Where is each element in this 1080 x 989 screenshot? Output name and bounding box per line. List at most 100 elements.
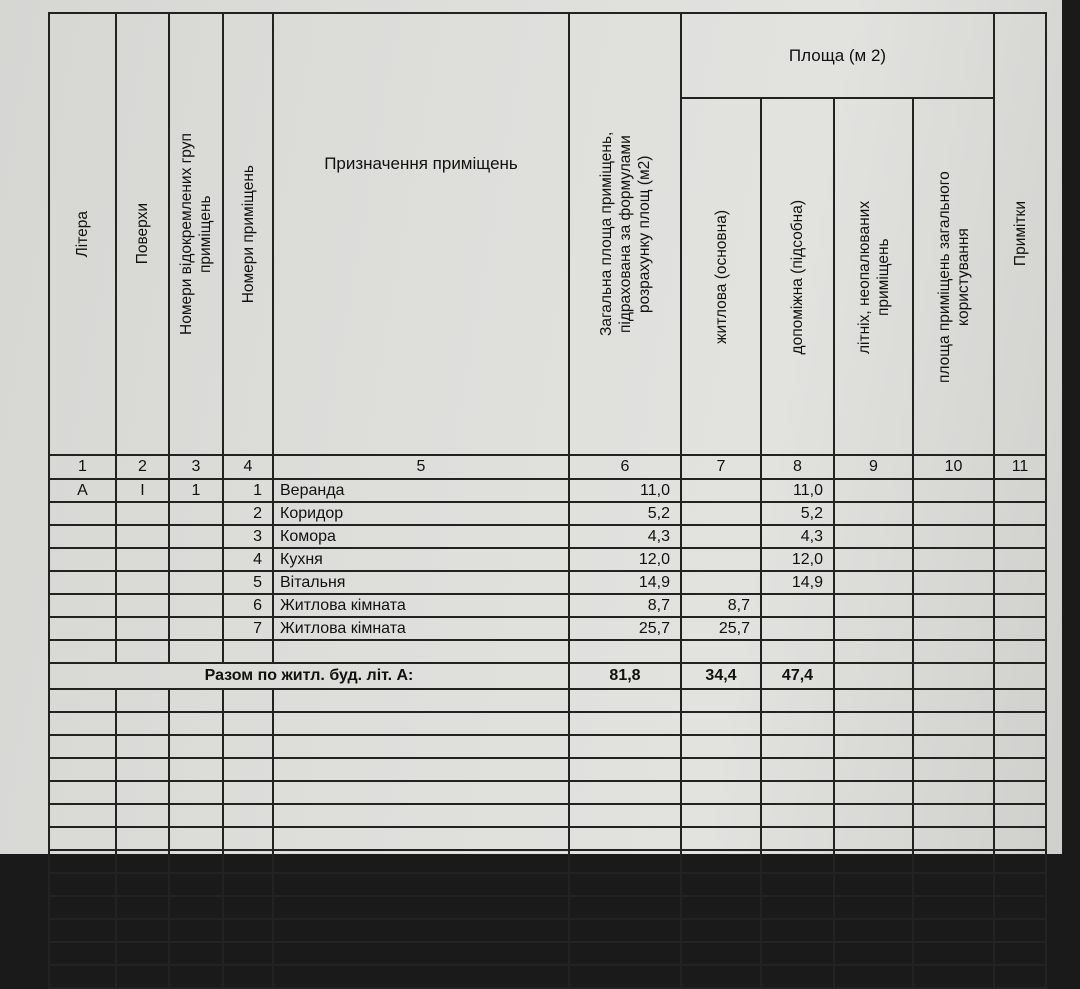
cell-empty bbox=[680, 918, 762, 943]
cell-empty bbox=[168, 639, 224, 664]
cell-empty bbox=[115, 711, 170, 736]
cell-floor bbox=[115, 501, 170, 526]
cell-empty bbox=[912, 688, 995, 713]
cell-litera bbox=[48, 570, 117, 595]
cell-empty bbox=[833, 639, 914, 664]
cell-empty bbox=[222, 895, 274, 920]
cell-empty bbox=[680, 780, 762, 805]
table-row: 7 Житлова кімната 25,7 25,7 bbox=[48, 616, 1047, 641]
cell-empty bbox=[115, 941, 170, 966]
cell-empty bbox=[568, 711, 682, 736]
cell-empty bbox=[993, 757, 1047, 782]
cell-empty bbox=[48, 964, 117, 989]
cell-empty bbox=[568, 918, 682, 943]
header-area-group: Площа (м 2) bbox=[680, 11, 995, 100]
cell-empty bbox=[48, 918, 117, 943]
header-purpose: Призначення приміщень bbox=[272, 12, 570, 456]
cell-empty bbox=[760, 780, 835, 805]
empty-row bbox=[48, 711, 1047, 736]
cell-empty bbox=[115, 803, 170, 828]
cell-empty bbox=[48, 780, 117, 805]
cell-empty bbox=[272, 711, 570, 736]
col-num: 7 bbox=[680, 454, 762, 480]
cell-aux: 11,0 bbox=[760, 478, 835, 503]
cell-empty bbox=[912, 478, 995, 503]
cell-empty bbox=[48, 711, 117, 736]
cell-empty bbox=[833, 593, 914, 618]
cell-empty bbox=[993, 964, 1047, 989]
cell-empty bbox=[222, 639, 274, 664]
empty-row bbox=[48, 734, 1047, 759]
table-row: 4 Кухня 12,0 12,0 bbox=[48, 547, 1047, 572]
cell-empty bbox=[115, 918, 170, 943]
cell-empty bbox=[168, 757, 224, 782]
cell-empty bbox=[912, 895, 995, 920]
room-area-table: Літера Поверхи Номери відокремлених груп… bbox=[48, 11, 1047, 989]
cell-name: Житлова кімната bbox=[272, 616, 570, 641]
cell-empty bbox=[568, 780, 682, 805]
col-num: 8 bbox=[760, 454, 835, 480]
cell-empty bbox=[115, 849, 170, 874]
cell-empty bbox=[912, 501, 995, 526]
table-row: 6 Житлова кімната 8,7 8,7 bbox=[48, 593, 1047, 618]
col-num: 1 bbox=[48, 454, 117, 480]
cell-no: 2 bbox=[222, 501, 274, 526]
cell-empty bbox=[760, 711, 835, 736]
cell-empty bbox=[680, 895, 762, 920]
cell-empty bbox=[168, 895, 224, 920]
cell-empty bbox=[833, 524, 914, 549]
cell-empty bbox=[993, 711, 1047, 736]
cell-empty bbox=[912, 849, 995, 874]
cell-empty bbox=[760, 757, 835, 782]
cell-total: 12,0 bbox=[568, 547, 682, 572]
cell-empty bbox=[680, 711, 762, 736]
cell-empty bbox=[272, 849, 570, 874]
cell-empty bbox=[760, 826, 835, 851]
empty-row bbox=[48, 872, 1047, 897]
cell-aux: 4,3 bbox=[760, 524, 835, 549]
cell-empty bbox=[680, 826, 762, 851]
cell-empty bbox=[993, 616, 1047, 641]
cell-group: 1 bbox=[168, 478, 224, 503]
cell-empty bbox=[222, 964, 274, 989]
cell-empty bbox=[48, 757, 117, 782]
cell-empty bbox=[912, 616, 995, 641]
cell-living bbox=[680, 524, 762, 549]
cell-no: 3 bbox=[222, 524, 274, 549]
cell-empty bbox=[222, 872, 274, 897]
cell-empty bbox=[680, 688, 762, 713]
cell-empty bbox=[48, 803, 117, 828]
cell-empty bbox=[912, 711, 995, 736]
cell-empty bbox=[222, 849, 274, 874]
cell-empty bbox=[993, 826, 1047, 851]
cell-no: 4 bbox=[222, 547, 274, 572]
cell-living bbox=[680, 478, 762, 503]
cell-empty bbox=[568, 895, 682, 920]
empty-row bbox=[48, 826, 1047, 851]
cell-empty bbox=[168, 849, 224, 874]
cell-empty bbox=[222, 803, 274, 828]
total-living: 34,4 bbox=[680, 662, 762, 690]
cell-empty bbox=[168, 780, 224, 805]
cell-empty bbox=[222, 711, 274, 736]
cell-empty bbox=[48, 895, 117, 920]
cell-empty bbox=[568, 734, 682, 759]
cell-empty bbox=[912, 803, 995, 828]
cell-empty bbox=[993, 941, 1047, 966]
cell-empty bbox=[168, 734, 224, 759]
cell-empty bbox=[680, 803, 762, 828]
empty-row bbox=[48, 688, 1047, 713]
cell-empty bbox=[760, 872, 835, 897]
cell-empty bbox=[222, 734, 274, 759]
cell-empty bbox=[760, 803, 835, 828]
cell-living bbox=[680, 501, 762, 526]
cell-empty bbox=[912, 941, 995, 966]
cell-empty bbox=[912, 872, 995, 897]
cell-empty bbox=[760, 639, 835, 664]
cell-empty bbox=[912, 780, 995, 805]
cell-empty bbox=[568, 757, 682, 782]
cell-empty bbox=[680, 734, 762, 759]
empty-row bbox=[48, 895, 1047, 920]
cell-living bbox=[680, 547, 762, 572]
cell-empty bbox=[912, 524, 995, 549]
